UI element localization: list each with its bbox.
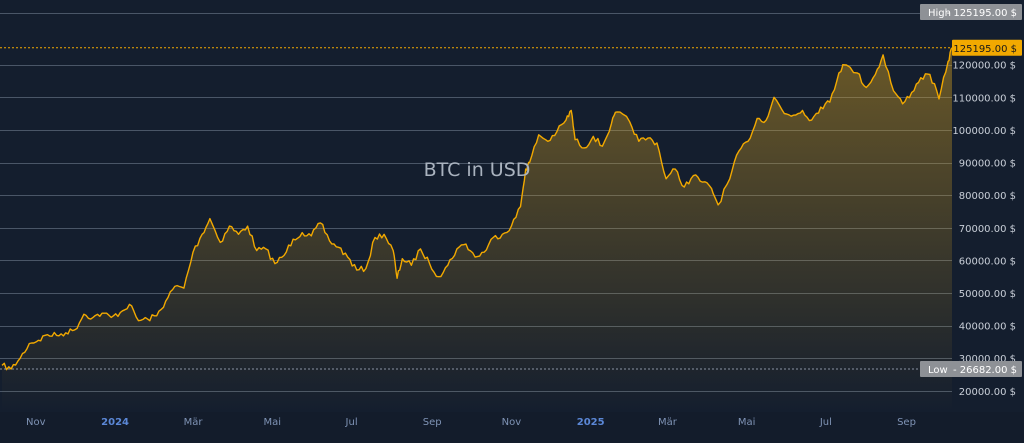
x-tick-label: Mär xyxy=(184,417,204,428)
x-axis: Nov 2024 Mär Mai Jul Sep Nov 2025 Mär Mai Jul Sep xyxy=(0,412,1024,443)
y-tick-label: 30000.00 $ xyxy=(959,354,1016,365)
x-tick-label: Sep xyxy=(897,417,916,428)
y-tick-label: 110000.00 $ xyxy=(952,93,1016,104)
y-tick-label: 70000.00 $ xyxy=(959,224,1016,235)
area-layer xyxy=(1,47,953,413)
chart-title: BTC in USD xyxy=(424,159,531,181)
last-price-tag-value: 125195.00 $ xyxy=(953,44,1017,55)
last-price-tag-box xyxy=(952,39,1022,56)
x-tick-label: Mai xyxy=(738,417,756,428)
low-tag-value: - 26682.00 $ xyxy=(953,365,1017,376)
y-axis: 20000.00 $ 30000.00 $ 40000.00 $ 50000.00 $… xyxy=(952,61,1016,398)
watermark-layer: BTC in USD xyxy=(424,159,531,181)
y-tick-label: 120000.00 $ xyxy=(952,61,1016,72)
y-tick-label: 80000.00 $ xyxy=(959,191,1016,202)
low-tag-box xyxy=(920,361,1022,377)
series-area-fill xyxy=(2,47,952,413)
series-line xyxy=(1,47,953,371)
x-tick-label: Jul xyxy=(819,417,832,428)
y-tick-label: 40000.00 $ xyxy=(959,322,1016,333)
x-tick-label: Sep xyxy=(423,417,442,428)
low-tag-label: Low xyxy=(928,365,948,376)
high-tag-box xyxy=(920,4,1022,20)
high-tag-value: - 125195.00 $ xyxy=(947,8,1017,19)
price-tags: High- 125195.00 $ 125195.00 $ Low - 26682.0… xyxy=(0,4,1022,377)
x-tick-label: Mär xyxy=(658,417,678,428)
y-tick-label: 50000.00 $ xyxy=(959,289,1016,300)
x-tick-label: Nov xyxy=(502,417,522,428)
high-tag-label: High xyxy=(928,8,951,19)
x-tick-label: 2024 xyxy=(101,417,129,428)
x-tick-label: Jul xyxy=(345,417,358,428)
x-tick-label: Nov xyxy=(26,417,46,428)
y-tick-label: 60000.00 $ xyxy=(959,256,1016,267)
y-tick-label: 100000.00 $ xyxy=(952,126,1016,137)
x-tick-label: 2025 xyxy=(577,417,605,428)
x-tick-label: Mai xyxy=(264,417,282,428)
y-tick-label: 90000.00 $ xyxy=(959,159,1016,170)
y-tick-label: 20000.00 $ xyxy=(959,387,1016,398)
x-axis-band xyxy=(0,412,1024,443)
